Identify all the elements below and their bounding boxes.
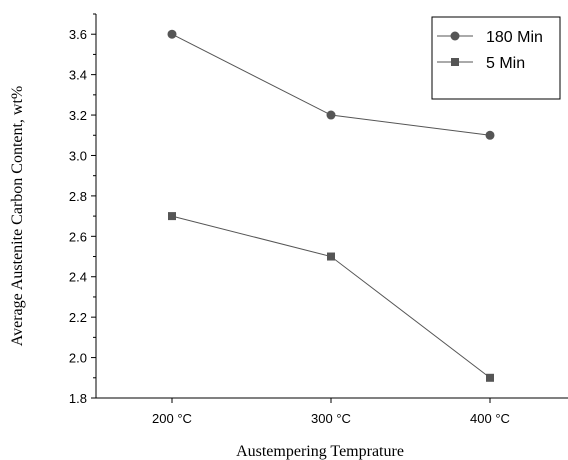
y-tick-label: 2.0	[69, 351, 87, 366]
y-tick-label: 2.4	[69, 270, 87, 285]
legend-marker-180-min	[450, 31, 460, 41]
data-point	[168, 212, 176, 221]
legend-label-5-min: 5 Min	[486, 55, 525, 72]
legend: 180 Min 5 Min	[431, 16, 561, 100]
x-axis-title: Austempering Temprature	[236, 443, 404, 460]
series-180-min	[167, 29, 495, 140]
data-point	[167, 29, 177, 39]
legend-label-180-min: 180 Min	[486, 29, 543, 46]
y-axis: 1.8 2.0 2.2 2.4 2.6 2.8 3.0 3.2 3.4 3.6	[69, 13, 96, 406]
data-point	[485, 130, 495, 140]
y-tick-label: 3.6	[69, 27, 87, 42]
x-tick-label: 400 °C	[470, 411, 510, 426]
data-point	[326, 110, 336, 120]
x-axis: 200 °C 300 °C 400 °C	[152, 398, 510, 426]
series-5-min	[168, 212, 494, 382]
data-point	[486, 373, 494, 382]
y-axis-title: Average Austenite Carbon Content, wt%	[9, 86, 26, 347]
y-tick-label: 3.4	[69, 68, 87, 83]
data-point	[327, 252, 335, 261]
series-layer	[167, 29, 495, 382]
series-line	[171, 215, 491, 379]
x-tick-label: 300 °C	[311, 411, 351, 426]
y-tick-label: 3.2	[69, 108, 87, 123]
y-tick-label: 3.0	[69, 148, 87, 163]
legend-marker-5-min	[451, 58, 459, 66]
plot-area	[95, 14, 568, 399]
y-tick-label: 1.8	[69, 391, 87, 406]
y-tick-label: 2.2	[69, 310, 87, 325]
y-tick-label: 2.8	[69, 189, 87, 204]
y-tick-label: 2.6	[69, 229, 87, 244]
x-tick-label: 200 °C	[152, 411, 192, 426]
